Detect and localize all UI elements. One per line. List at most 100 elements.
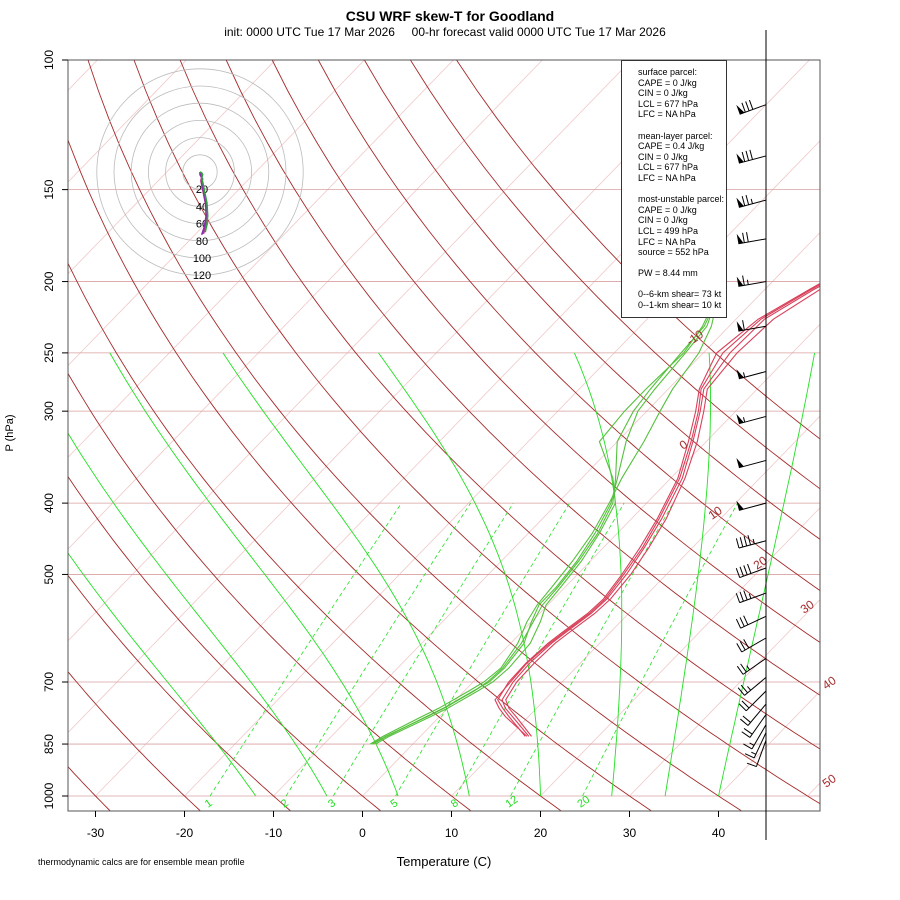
wind-barb bbox=[736, 458, 767, 469]
hodograph-ring-label: 120 bbox=[193, 270, 211, 282]
mixing-ratio-line bbox=[209, 502, 402, 797]
isotherm-line bbox=[68, 60, 276, 275]
y-tick-label: 850 bbox=[42, 734, 56, 754]
isotherm-line bbox=[68, 60, 454, 458]
dry-adiabat bbox=[133, 60, 820, 805]
wind-barb-staff bbox=[755, 740, 767, 767]
wind-barb bbox=[737, 677, 767, 696]
x-tick-label: -30 bbox=[87, 826, 105, 840]
x-axis-label: Temperature (C) bbox=[396, 854, 492, 869]
wind-barb-flag bbox=[739, 617, 745, 627]
dry-adiabat bbox=[271, 60, 820, 644]
wind-barb-flag bbox=[746, 232, 749, 243]
wind-barb-flag bbox=[742, 232, 745, 243]
moist-adiabat bbox=[573, 352, 623, 797]
wind-barb-flag bbox=[743, 639, 750, 649]
hodograph-ring bbox=[182, 154, 218, 190]
mean-layer-cin: CIN = 0 J/kg bbox=[638, 151, 688, 162]
most-unstable-lcl: LCL = 499 hPa bbox=[638, 225, 698, 236]
surface-lfc: LFC = NA hPa bbox=[638, 109, 696, 120]
wind-barb-pennant bbox=[736, 233, 744, 244]
wind-barb bbox=[736, 275, 767, 287]
chart-subtitle: init: 0000 UTC Tue 17 Mar 2026 00-hr for… bbox=[224, 25, 666, 39]
moist-adiabat bbox=[664, 352, 711, 797]
wind-barb-flag bbox=[735, 538, 740, 549]
wind-barb bbox=[736, 232, 767, 245]
surface-lcl: LCL = 677 hPa bbox=[638, 98, 698, 109]
surface-cin: CIN = 0 J/kg bbox=[638, 88, 688, 99]
dry-adiabat bbox=[68, 262, 562, 811]
y-tick-label: 250 bbox=[42, 343, 56, 363]
y-tick-label: 1000 bbox=[42, 782, 56, 809]
wind-barb bbox=[735, 535, 767, 549]
y-tick-label: 700 bbox=[42, 672, 56, 692]
mean-layer-cape: CAPE = 0.4 J/kg bbox=[638, 141, 705, 152]
isotherm-line bbox=[362, 323, 820, 797]
mixing-ratio-label: 5 bbox=[388, 797, 400, 810]
dry-adiabat-label: 40 bbox=[820, 673, 839, 692]
wind-barb bbox=[736, 369, 767, 380]
wind-barb-staff bbox=[739, 592, 767, 604]
mean-layer-lfc: LFC = NA hPa bbox=[638, 172, 696, 183]
x-tick-label: -20 bbox=[176, 826, 194, 840]
wind-barb-flag bbox=[736, 643, 743, 653]
temperature-profile bbox=[497, 282, 820, 737]
wind-barb-flag bbox=[738, 703, 747, 712]
shear-0-1km: 0--1-km shear= 10 kt bbox=[638, 300, 722, 311]
wind-barb-pennant bbox=[736, 104, 745, 115]
wind-barb-half-flag bbox=[750, 198, 753, 204]
wind-barb bbox=[735, 615, 767, 629]
wind-barb bbox=[746, 740, 767, 768]
hodograph-ring-label: 80 bbox=[196, 236, 208, 248]
dewpoint-profile bbox=[371, 281, 720, 745]
x-tick-label: 20 bbox=[534, 826, 548, 840]
wind-barb-staff bbox=[749, 714, 767, 738]
wind-barb-flag bbox=[746, 762, 757, 768]
footnote: thermodynamic calcs are for ensemble mea… bbox=[38, 857, 245, 867]
wind-barb-half-flag bbox=[751, 751, 757, 755]
wind-barb-pennant bbox=[736, 414, 744, 424]
wind-barb-flag bbox=[740, 718, 749, 726]
wind-barb-flag bbox=[741, 151, 746, 162]
isotherm-line bbox=[68, 60, 187, 183]
wind-barb-flag bbox=[742, 320, 745, 331]
y-tick-label: 200 bbox=[42, 271, 56, 291]
wind-barb-staff bbox=[738, 371, 767, 380]
wind-barb bbox=[736, 320, 767, 332]
wind-barb-half-flag bbox=[742, 417, 746, 423]
y-tick-label: 150 bbox=[42, 179, 56, 199]
wind-barb-flag bbox=[745, 150, 750, 161]
wind-barb-flag bbox=[742, 715, 751, 723]
isotherm-line bbox=[451, 415, 820, 797]
wind-barb-flag bbox=[743, 565, 748, 575]
mean-layer-parcel-header: mean-layer parcel: bbox=[638, 130, 713, 141]
wind-barb-pennant bbox=[736, 369, 744, 379]
x-tick-label: 40 bbox=[712, 826, 726, 840]
x-tick-label: 0 bbox=[359, 826, 366, 840]
isotherm-line bbox=[540, 507, 820, 797]
wind-barb-staff bbox=[738, 325, 767, 332]
parcel-info-box: surface parcel: CAPE = 0 J/kg CIN = 0 J/… bbox=[621, 60, 727, 318]
dry-adiabat bbox=[317, 60, 820, 592]
dry-adiabat bbox=[456, 60, 820, 440]
wind-barb-flag bbox=[743, 728, 753, 735]
y-axis-label: P (hPa) bbox=[4, 414, 16, 452]
chart-title: CSU WRF skew-T for Goodland bbox=[345, 8, 555, 24]
wind-barb-staff bbox=[745, 690, 767, 712]
wind-barb-flag bbox=[739, 641, 746, 651]
wind-barb bbox=[735, 590, 767, 604]
wind-barb-flag bbox=[749, 149, 753, 160]
wind-barb-flag bbox=[742, 275, 745, 286]
isotherm-line bbox=[718, 690, 820, 797]
plot-frame bbox=[67, 59, 821, 812]
isotherm-line bbox=[629, 599, 820, 797]
wind-barb-staff bbox=[738, 502, 767, 511]
mixing-ratio-label: 1 bbox=[203, 797, 215, 810]
wind-barb-flag bbox=[736, 665, 744, 675]
y-tick-label: 100 bbox=[42, 50, 56, 70]
wind-barb bbox=[736, 657, 767, 675]
wind-barb-flag bbox=[743, 536, 748, 547]
mixing-ratio-line bbox=[510, 502, 674, 797]
wind-barb-half-flag bbox=[752, 538, 755, 544]
dewpoint-profile bbox=[375, 281, 720, 745]
